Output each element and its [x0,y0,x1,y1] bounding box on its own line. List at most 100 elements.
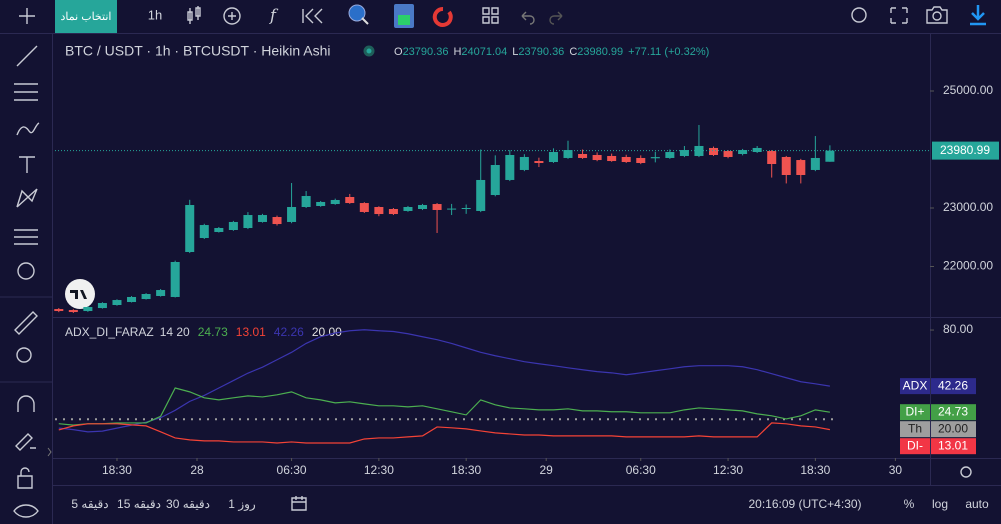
logo [65,279,95,309]
series-name-label: ADX [903,378,928,392]
text-tool[interactable] [19,156,35,173]
symbol-title: BTC / USDT · 1h · BTCUSDT · Heikin Ashi [65,43,331,59]
candle-body [461,207,471,209]
ohlc-key: H [453,46,461,58]
legend-value: 42.26 [274,325,304,339]
lock-drawing-tool[interactable] [15,433,36,451]
series-name-label: DI+ [905,404,924,418]
log-toggle[interactable]: log [932,497,948,511]
x-tick-label: 18:30 [800,463,830,477]
series-name-badge [900,438,930,455]
legend-value: 13.01 [236,325,266,339]
magnet-tool[interactable] [17,395,35,412]
range-button[interactable]: 30 دقیقه [166,497,210,511]
candle-body [418,205,428,209]
percent-toggle[interactable]: % [904,497,915,511]
fx-icon[interactable]: f [269,6,279,25]
snapshot-icon[interactable] [926,6,948,24]
ohlc-key: O [394,46,403,58]
candle-body [708,147,719,155]
emoji-tool[interactable] [17,262,35,280]
last-price-badge [932,141,999,160]
clock: 20:16:09 (UTC+4:30) [748,497,861,511]
candle-body [781,156,791,176]
download-icon[interactable] [970,5,986,26]
range-button[interactable]: 5 دقیقه [71,497,108,511]
candle-body [665,152,675,158]
status-dot [363,45,375,57]
fib-tool[interactable] [14,83,38,101]
refresh-icon[interactable] [432,6,453,27]
candle-body [679,150,689,156]
brush-tool[interactable] [16,122,40,136]
candle-body [287,207,297,222]
series-name-badge [900,404,930,421]
series-name-label: DI- [907,438,923,452]
series-name-badge [900,378,930,395]
candle-body [127,296,137,303]
lens [932,11,942,21]
candle-body [694,145,704,156]
collapse-arrow[interactable] [47,447,52,457]
ohlc-legend: O 23790.36 H 24071.04 L 23790.36 C 23980.99 +77.… [394,46,709,58]
legend-value: 24.73 [198,325,228,339]
candle-body [810,157,820,170]
alert-icon[interactable] [348,4,366,22]
zoom-tool[interactable] [16,347,32,363]
x-tick-label: 29 [540,463,554,477]
replay-icon[interactable] [302,8,323,24]
candle-body [578,153,588,158]
candle-body [447,208,457,210]
ohlc-key: L [512,46,518,58]
candle-body [316,201,326,207]
redo-icon[interactable] [549,11,563,25]
settings-icon[interactable] [851,7,867,23]
logo-mark [70,290,87,299]
series-name-badge [900,421,930,438]
symbol-button-label[interactable]: انتخاب نماد [61,11,112,23]
trendline-tool[interactable] [16,45,38,67]
axis-settings-icon[interactable] [960,466,972,478]
layout-icon[interactable] [482,7,499,24]
ohlc-key: C [569,46,577,58]
ohlc-change: +77.11 (+0.32%) [628,46,709,58]
logo-badge [65,279,95,309]
y-tick-label: 25000.00 [943,83,993,97]
candle-body [825,150,835,162]
chart-type-icon[interactable] [187,6,201,24]
series-value-label: 24.73 [938,404,968,418]
symbol-button[interactable] [55,0,117,33]
candle-body [272,217,282,225]
candle-body [243,215,253,229]
candle-body [156,290,166,296]
candle-body [767,151,777,165]
series-value-badge [931,404,976,421]
range-button[interactable]: 15 دقیقه [117,497,161,511]
candle-body [345,197,355,204]
candle-body [83,306,93,312]
projection-tool[interactable] [14,229,38,245]
candle-body [199,225,209,239]
save-check [398,15,410,25]
visibility-tool[interactable] [13,504,39,518]
candle-body [301,196,311,208]
candle-body [752,147,762,153]
candle-body [563,150,573,158]
lock-tool[interactable] [17,467,33,489]
pattern-tool[interactable] [16,188,38,208]
indicator-add-icon[interactable] [223,7,241,25]
candle-body [388,208,398,215]
series-value-badge [931,438,976,455]
auto-toggle[interactable]: auto [965,497,989,511]
fullscreen-icon[interactable] [890,7,908,24]
range-button[interactable]: 1 روز [228,497,256,511]
interval-button[interactable]: 1h [148,7,162,22]
indicator-line [58,387,830,426]
candle-body [112,300,122,306]
date-range-icon[interactable] [291,496,307,511]
ruler-tool[interactable] [14,311,38,335]
indicator-line [58,329,830,433]
undo-icon[interactable] [521,11,535,25]
x-tick-label: 18:30 [451,463,481,477]
